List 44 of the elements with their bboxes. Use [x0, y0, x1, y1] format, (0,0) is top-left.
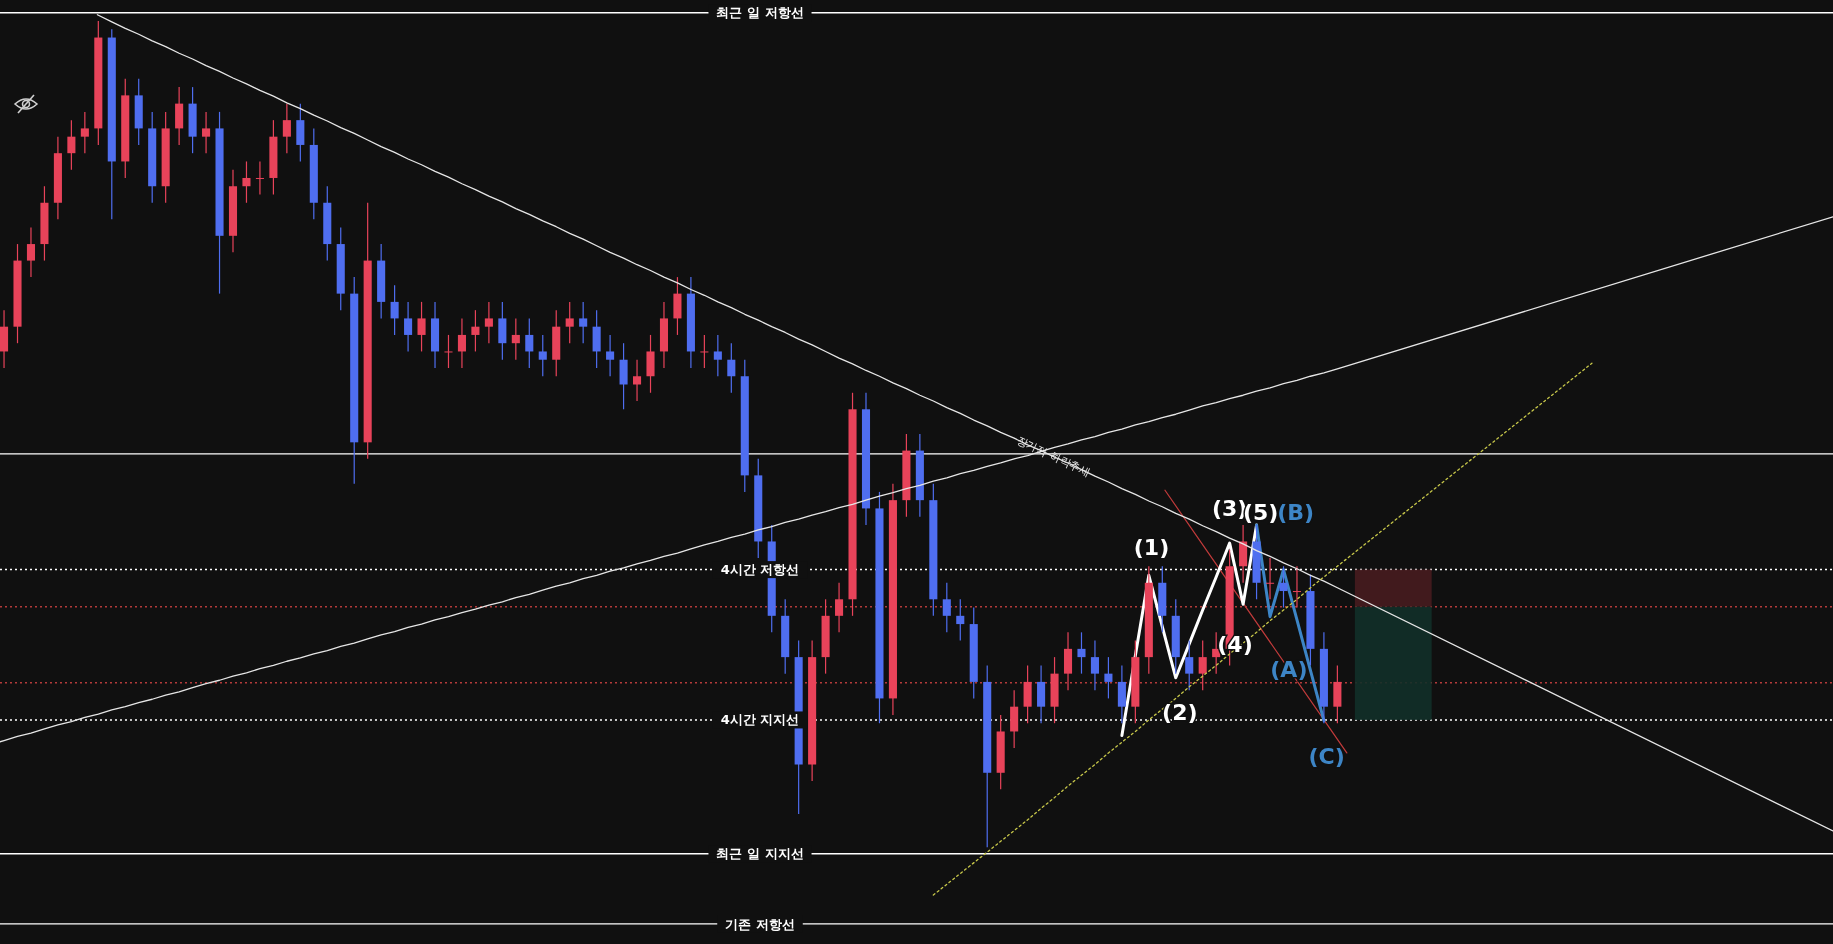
candlestick [202, 111, 211, 154]
candlestick [942, 582, 951, 633]
ref-line-label: 4시간 저항선 [720, 562, 800, 578]
candlestick [457, 317, 466, 369]
candlestick [67, 119, 76, 171]
ref-line-label: 최근 일 지지선 [716, 846, 804, 862]
candlestick [471, 309, 480, 353]
candlestick [1266, 557, 1275, 600]
candlestick [404, 301, 413, 353]
candlestick [525, 317, 534, 369]
annotation: (2) [1162, 700, 1198, 726]
candlestick [484, 301, 493, 344]
candlestick [700, 334, 709, 369]
candlestick [444, 334, 453, 369]
candlestick [538, 334, 547, 377]
candlestick [26, 226, 36, 278]
ref-line-label: 4시간 지지선 [720, 712, 800, 728]
candlestick [1077, 631, 1086, 675]
candlestick [242, 160, 251, 204]
candlestick [727, 342, 736, 394]
candlestick [1279, 565, 1288, 609]
candlestick [579, 301, 588, 344]
candlestick [713, 334, 722, 377]
annotation: (C) [1308, 743, 1345, 769]
candlestick [255, 160, 264, 196]
candlestick [80, 111, 89, 154]
candlestick [390, 284, 399, 336]
candlestick [565, 301, 574, 344]
ref-line-label: 최근 일 저항선 [716, 5, 804, 21]
candlestick [1292, 565, 1302, 609]
candlestick [417, 301, 426, 353]
candlestick [633, 359, 642, 402]
annotation: (B) [1277, 500, 1315, 526]
candlestick [1185, 640, 1194, 691]
candlestick [282, 103, 291, 154]
candlestick [511, 317, 520, 361]
candlestick [1198, 640, 1207, 691]
candlestick [1104, 656, 1113, 700]
annotation: (1) [1133, 534, 1170, 560]
candlestick [835, 582, 844, 633]
candlestick [1090, 640, 1099, 691]
ref-line-label: 기존 저항선 [725, 916, 795, 932]
candlestick [956, 598, 965, 642]
candlestick [606, 334, 615, 377]
